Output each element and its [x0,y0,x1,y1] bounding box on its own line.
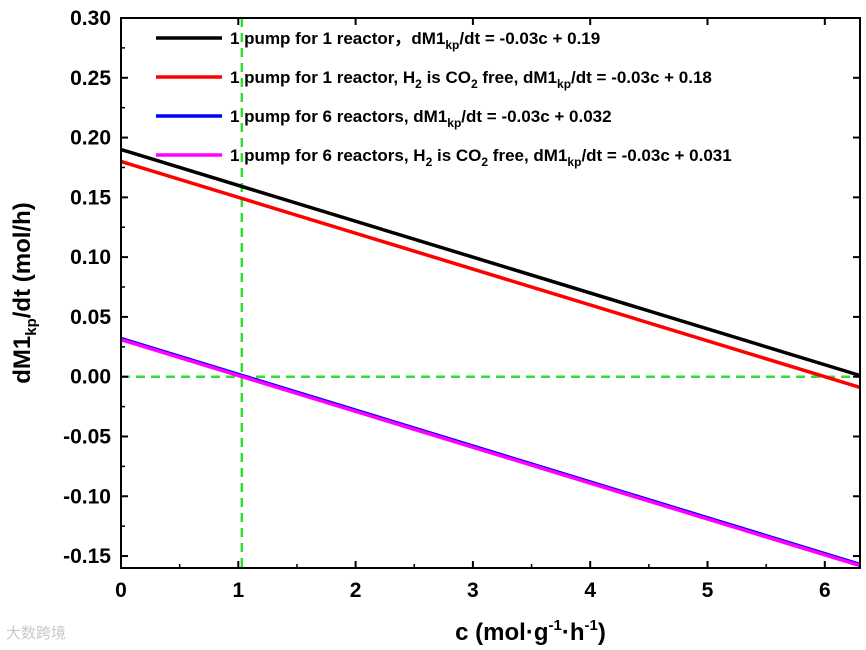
y-tick-label: -0.05 [63,425,111,448]
series-line-2 [120,159,861,390]
x-tick-label: 2 [350,579,362,602]
axis-ticks [120,17,860,568]
x-tick-label: 1 [232,579,244,602]
reference-lines [121,18,860,568]
x-axis-title: c (mol·g-1·h-1) [455,617,606,646]
series-line-4 [120,337,861,568]
legend-label-4: 1 pump for 6 reactors, H2 is CO2 free, d… [230,146,732,169]
y-tick-label: 0.30 [70,7,111,30]
y-tick-label: 0.10 [70,246,111,269]
x-tick-label: 6 [819,579,831,602]
series-line-1 [120,147,861,378]
watermark-text: 大数跨境 [6,624,67,642]
x-tick-label: 3 [467,579,479,602]
x-tick-label: 0 [115,579,127,602]
plot-frame [120,17,861,569]
legend-label-1: 1 pump for 1 reactor，dM1kp/dt = -0.03c +… [230,29,600,52]
y-tick-label: 0.20 [70,127,111,150]
x-tick-label: 5 [702,579,714,602]
y-tick-label: -0.15 [63,545,111,568]
series-lines [120,147,861,568]
legend-label-3: 1 pump for 6 reactors, dM1kp/dt = -0.03c… [230,107,612,130]
legend-label-2: 1 pump for 1 reactor, H2 is CO2 free, dM… [230,68,712,91]
y-axis-title: dM1kp/dt (mol/h) [9,202,40,383]
tick-labels: 0 1 2 3 4 5 6 -0.15 -0.10 -0.05 0.00 0.05 0.10 0.15 0.… [63,7,831,602]
y-tick-label: 0.15 [70,186,111,209]
x-tick-label: 4 [584,579,596,602]
y-tick-label: -0.10 [63,485,111,508]
y-tick-label: 0.05 [70,306,111,329]
legend: 1 pump for 1 reactor，dM1kp/dt = -0.03c +… [156,29,732,169]
y-tick-label: 0.00 [70,366,111,389]
y-tick-label: 0.25 [70,67,111,90]
